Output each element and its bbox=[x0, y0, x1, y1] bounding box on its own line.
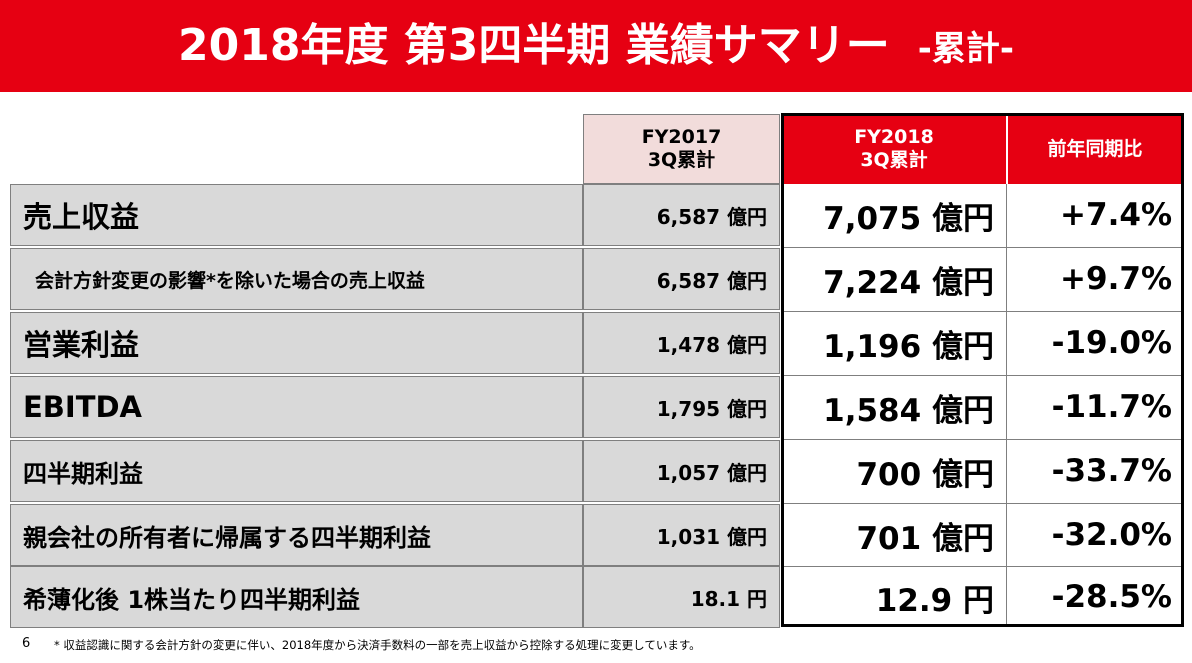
table-row-parent-profit: 親会社の所有者に帰属する四半期利益 1,031 億円 701 億円 -32.0% bbox=[10, 504, 1184, 566]
table-row-adjusted-revenue: 会計方針変更の影響*を除いた場合の売上収益 6,587 億円 7,224 億円 … bbox=[10, 248, 1184, 310]
column-header-yoy: 前年同期比 bbox=[1008, 114, 1182, 184]
title-main: 2018年度 第3四半期 業績サマリー bbox=[178, 20, 890, 71]
row-divider bbox=[782, 375, 1183, 376]
column-header-fy2017: FY2017 3Q累計 bbox=[583, 114, 780, 184]
fy2018-value: 701 億円 bbox=[782, 504, 1006, 566]
table-row-revenue: 売上収益 6,587 億円 7,075 億円 +7.4% bbox=[10, 184, 1184, 246]
yoy-value: +7.4% bbox=[1008, 184, 1184, 246]
fy2017-header-line1: FY2017 bbox=[641, 126, 722, 149]
row-divider bbox=[782, 311, 1183, 312]
fy2018-value: 1,196 億円 bbox=[782, 312, 1006, 374]
page-title: 2018年度 第3四半期 業績サマリー -累計- bbox=[0, 0, 1192, 92]
row-label: EBITDA bbox=[10, 376, 583, 438]
title-banner: 2018年度 第3四半期 業績サマリー -累計- bbox=[0, 0, 1192, 92]
fy2017-value: 6,587 億円 bbox=[583, 248, 780, 310]
row-label: 会計方針変更の影響*を除いた場合の売上収益 bbox=[10, 248, 583, 310]
footnote: * 収益認識に関する会計方針の変更に伴い、2018年度から決済手数料の一部を売上… bbox=[54, 638, 701, 652]
yoy-value: -11.7% bbox=[1008, 376, 1184, 438]
yoy-header-label: 前年同期比 bbox=[1047, 137, 1143, 160]
fy2017-value: 1,478 億円 bbox=[583, 312, 780, 374]
row-divider bbox=[782, 439, 1183, 440]
fy2018-header-line1: FY2018 bbox=[854, 126, 934, 149]
fy2017-value: 1,031 億円 bbox=[583, 504, 780, 566]
page-number: 6 bbox=[22, 636, 31, 651]
row-divider bbox=[782, 566, 1183, 567]
table-row-ebitda: EBITDA 1,795 億円 1,584 億円 -11.7% bbox=[10, 376, 1184, 438]
row-label: 四半期利益 bbox=[10, 440, 583, 502]
yoy-value: -19.0% bbox=[1008, 312, 1184, 374]
fy2018-value: 1,584 億円 bbox=[782, 376, 1006, 438]
yoy-value: -28.5% bbox=[1008, 566, 1184, 628]
fy2018-value: 7,224 億円 bbox=[782, 248, 1006, 310]
yoy-value: -33.7% bbox=[1008, 440, 1184, 502]
fy2017-value: 6,587 億円 bbox=[583, 184, 780, 246]
table-row-operating-income: 営業利益 1,478 億円 1,196 億円 -19.0% bbox=[10, 312, 1184, 374]
row-label: 親会社の所有者に帰属する四半期利益 bbox=[10, 504, 583, 566]
title-subtitle: -累計- bbox=[917, 29, 1014, 69]
fy2017-value: 18.1 円 bbox=[583, 566, 780, 628]
fy2017-value: 1,795 億円 bbox=[583, 376, 780, 438]
row-divider bbox=[782, 503, 1183, 504]
fy2018-value: 700 億円 bbox=[782, 440, 1006, 502]
yoy-value: +9.7% bbox=[1008, 248, 1184, 310]
fy2018-value: 7,075 億円 bbox=[782, 184, 1006, 246]
yoy-value: -32.0% bbox=[1008, 504, 1184, 566]
column-header-fy2018: FY2018 3Q累計 bbox=[782, 114, 1006, 184]
table-row-diluted-eps: 希薄化後 1株当たり四半期利益 18.1 円 12.9 円 -28.5% bbox=[10, 566, 1184, 628]
fy2017-header-line2: 3Q累計 bbox=[647, 149, 716, 171]
table-row-quarterly-profit: 四半期利益 1,057 億円 700 億円 -33.7% bbox=[10, 440, 1184, 502]
row-label: 売上収益 bbox=[10, 184, 583, 246]
row-label: 営業利益 bbox=[10, 312, 583, 374]
row-label: 希薄化後 1株当たり四半期利益 bbox=[10, 566, 583, 628]
column-divider bbox=[1006, 184, 1007, 626]
fy2018-value: 12.9 円 bbox=[782, 566, 1006, 628]
fy2017-value: 1,057 億円 bbox=[583, 440, 780, 502]
fy2018-header-line2: 3Q累計 bbox=[860, 149, 928, 171]
row-divider bbox=[782, 247, 1183, 248]
